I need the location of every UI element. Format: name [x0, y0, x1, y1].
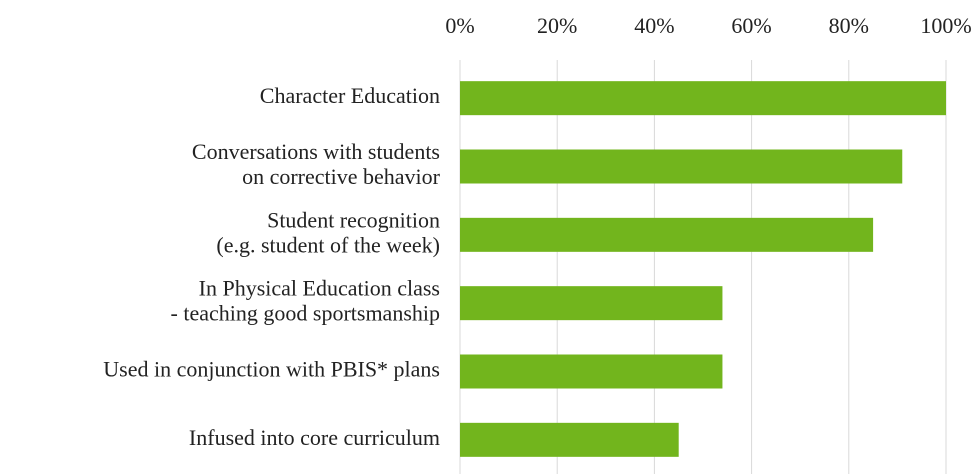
- y-tick-label: Infused into core curriculum: [189, 425, 440, 450]
- label-line: on corrective behavior: [242, 164, 441, 189]
- x-tick-label: 20%: [537, 13, 577, 38]
- y-tick-label: Student recognition (e.g. student of the …: [216, 207, 440, 257]
- x-tick-label: 60%: [731, 13, 771, 38]
- label-line: (e.g. student of the week): [216, 232, 440, 257]
- y-tick-label: Character Education: [260, 83, 440, 108]
- bar: [460, 422, 679, 457]
- y-tick-label: Conversations with students on corrective…: [192, 139, 441, 189]
- y-tick-label: In Physical Education class - teaching go…: [171, 276, 440, 326]
- bar: [460, 354, 723, 389]
- label-line: Infused into core curriculum: [189, 425, 440, 450]
- x-tick-label: 40%: [634, 13, 674, 38]
- label-line: Character Education: [260, 83, 440, 108]
- label-line: In Physical Education class: [199, 276, 440, 301]
- bar: [460, 81, 946, 116]
- label-line: Used in conjunction with PBIS* plans: [103, 357, 440, 382]
- x-tick-label: 100%: [920, 13, 971, 38]
- bar: [460, 149, 903, 184]
- x-tick-label: 80%: [829, 13, 869, 38]
- y-tick-label: Used in conjunction with PBIS* plans: [103, 357, 440, 382]
- label-line: - teaching good sportsmanship: [171, 301, 440, 326]
- bar: [460, 286, 723, 321]
- x-tick-label: 0%: [445, 13, 474, 38]
- bar: [460, 217, 874, 252]
- label-line: Student recognition: [267, 207, 440, 232]
- label-line: Conversations with students: [192, 139, 440, 164]
